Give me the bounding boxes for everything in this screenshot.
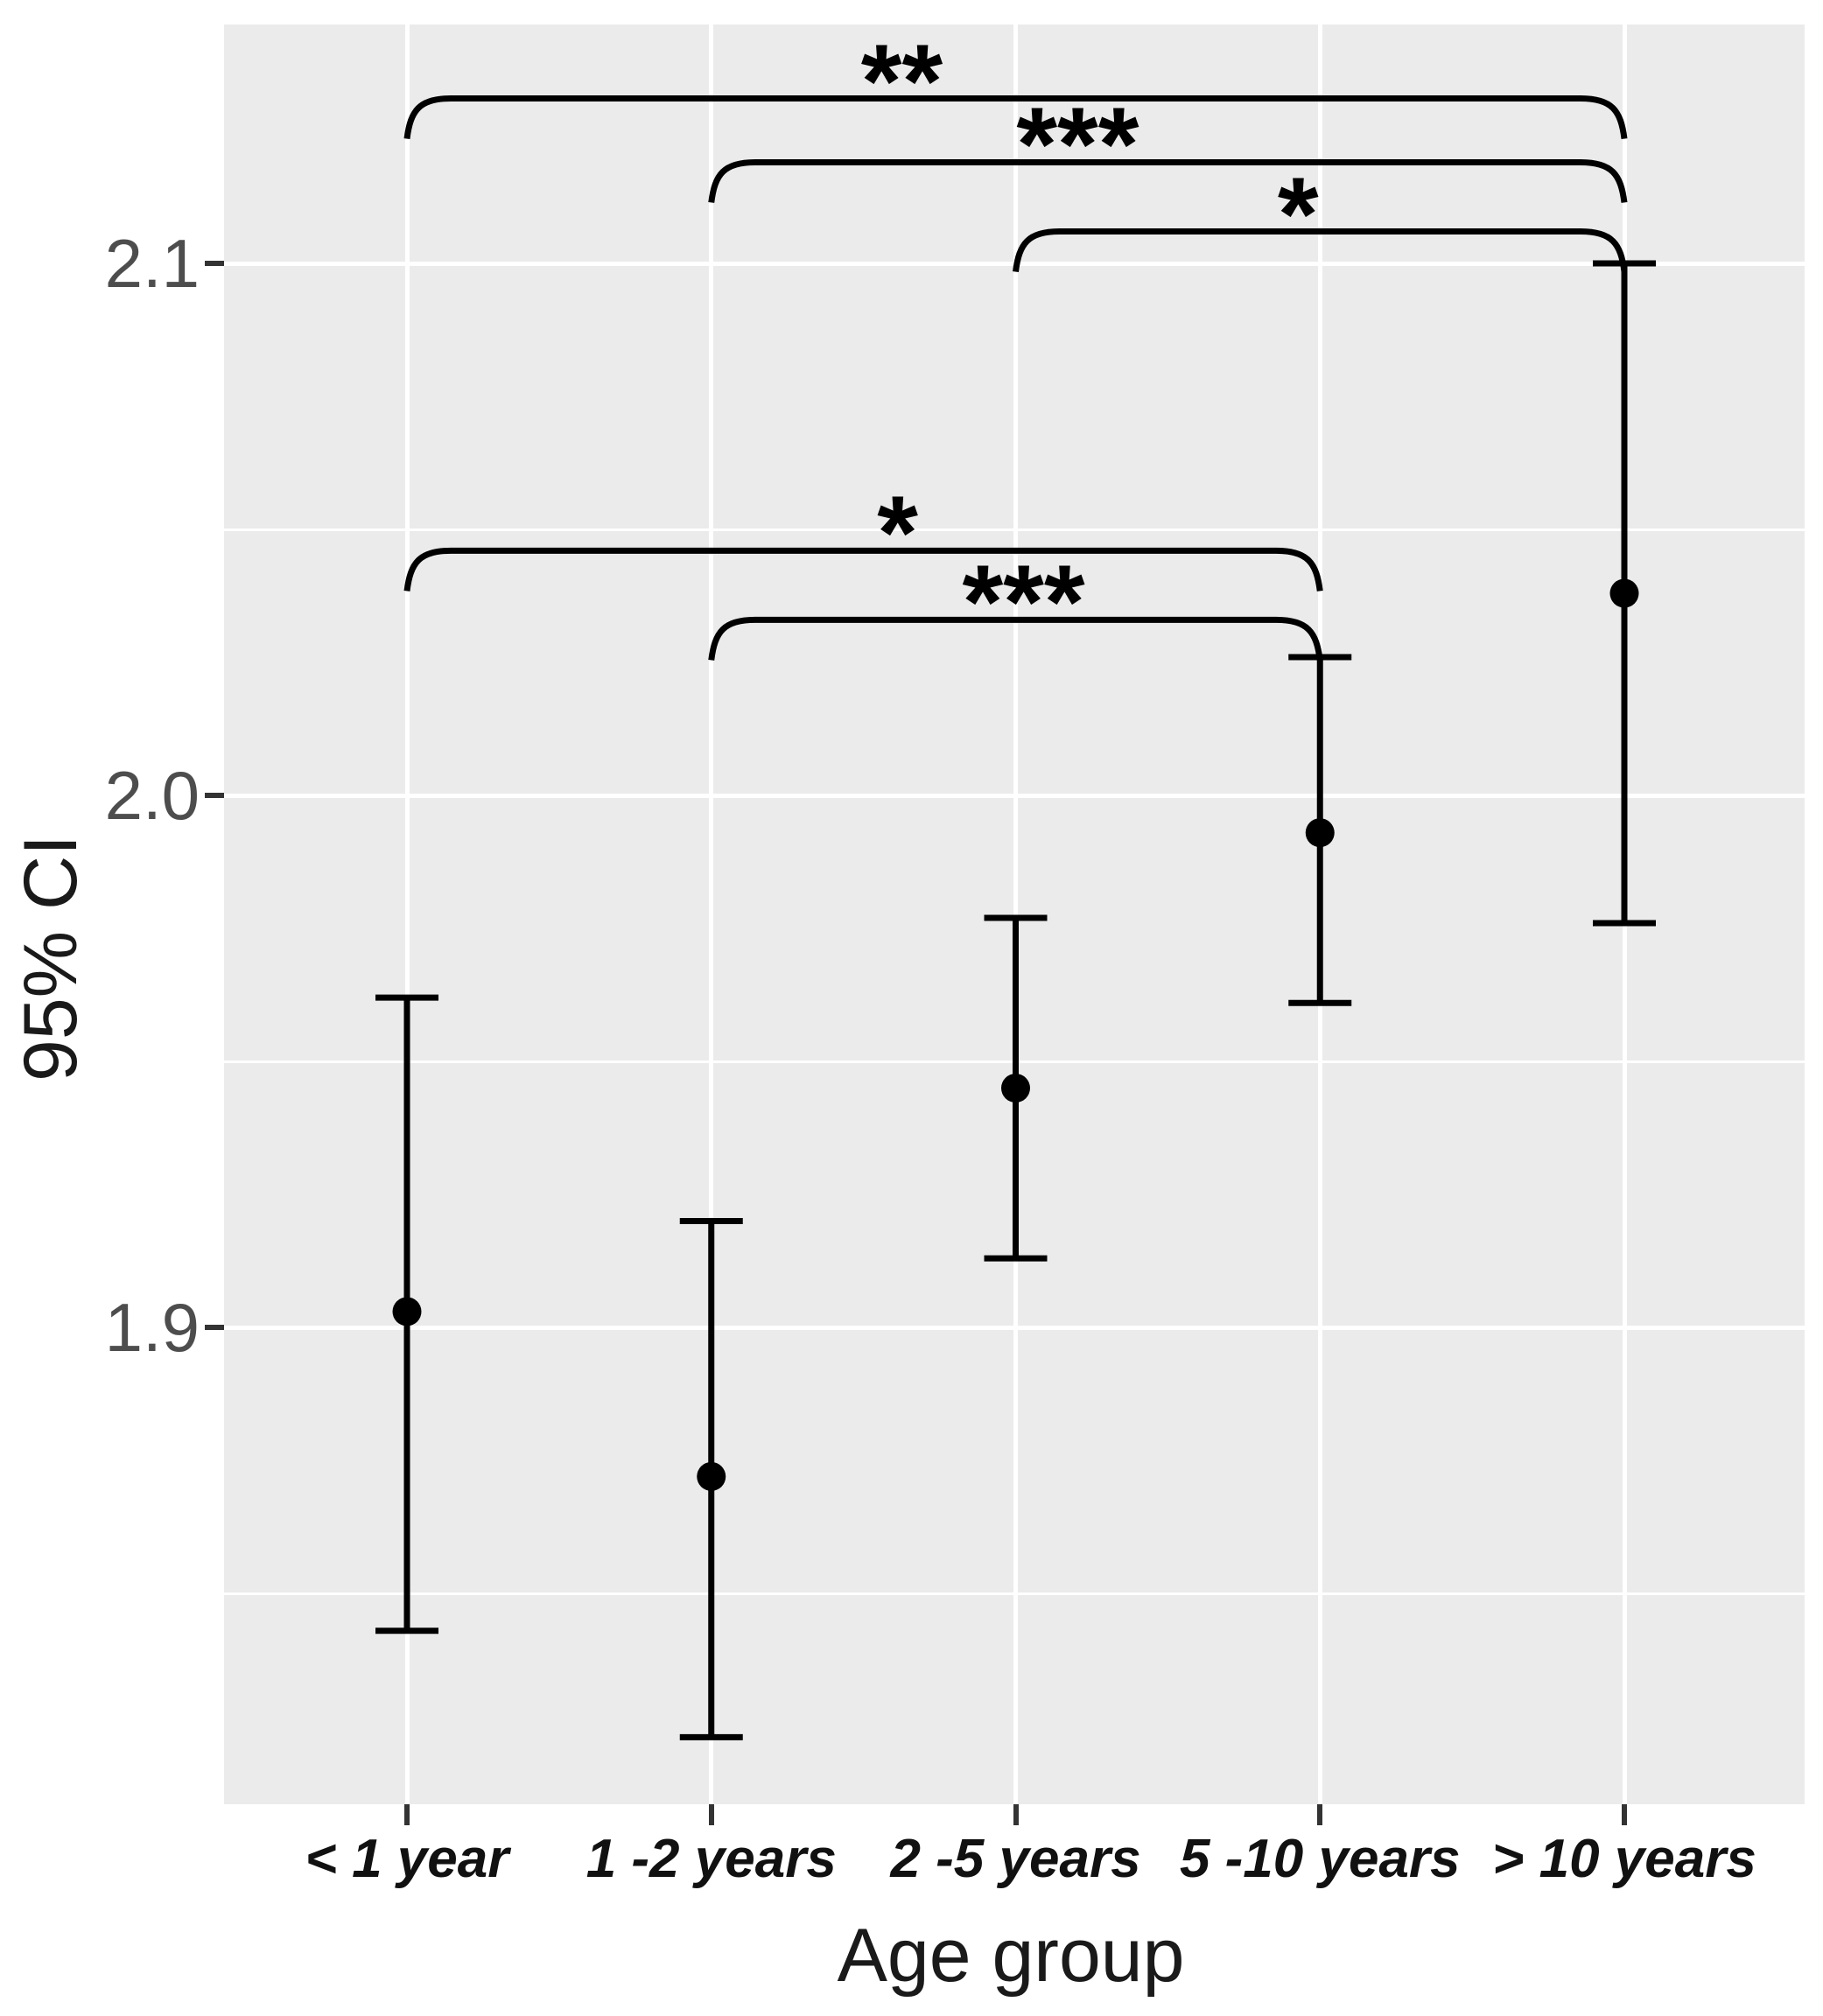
gridline-vertical [1622, 24, 1627, 1804]
y-axis-tick-label: 1.9 [104, 1289, 200, 1367]
y-axis-tick-label: 2.0 [104, 757, 200, 835]
significance-label: *** [1016, 86, 1139, 204]
x-axis-tick [404, 1804, 410, 1825]
y-axis-tick [205, 261, 224, 267]
significance-label: *** [962, 543, 1085, 662]
x-axis-tick-label: 5 -10 years [1179, 1829, 1461, 1889]
gridline-vertical [404, 24, 410, 1804]
x-axis-tick [1013, 1804, 1019, 1825]
y-axis-tick-label: 2.1 [104, 225, 200, 303]
x-axis-tick-label: 2 -5 years [890, 1829, 1141, 1889]
y-axis-tick [205, 793, 224, 799]
x-axis-tick [1622, 1804, 1627, 1825]
y-axis-tick [205, 1325, 224, 1331]
x-axis-tick-label: 1 -2 years [585, 1829, 837, 1889]
gridline-vertical [1013, 24, 1018, 1804]
x-axis-tick [708, 1804, 714, 1825]
y-axis-title: 95% CI [9, 834, 93, 1082]
significance-label: * [1277, 155, 1319, 273]
x-axis-tick-label: > 10 years [1492, 1829, 1756, 1889]
gridline-vertical [1317, 24, 1322, 1804]
gridline-vertical [709, 24, 714, 1804]
significance-label: * [877, 474, 918, 592]
plot-panel [224, 24, 1805, 1804]
x-axis-tick-label: < 1 year [305, 1829, 509, 1889]
significance-label: ** [860, 22, 943, 140]
x-axis-title: Age group [837, 1914, 1185, 1998]
x-axis-tick [1317, 1804, 1323, 1825]
